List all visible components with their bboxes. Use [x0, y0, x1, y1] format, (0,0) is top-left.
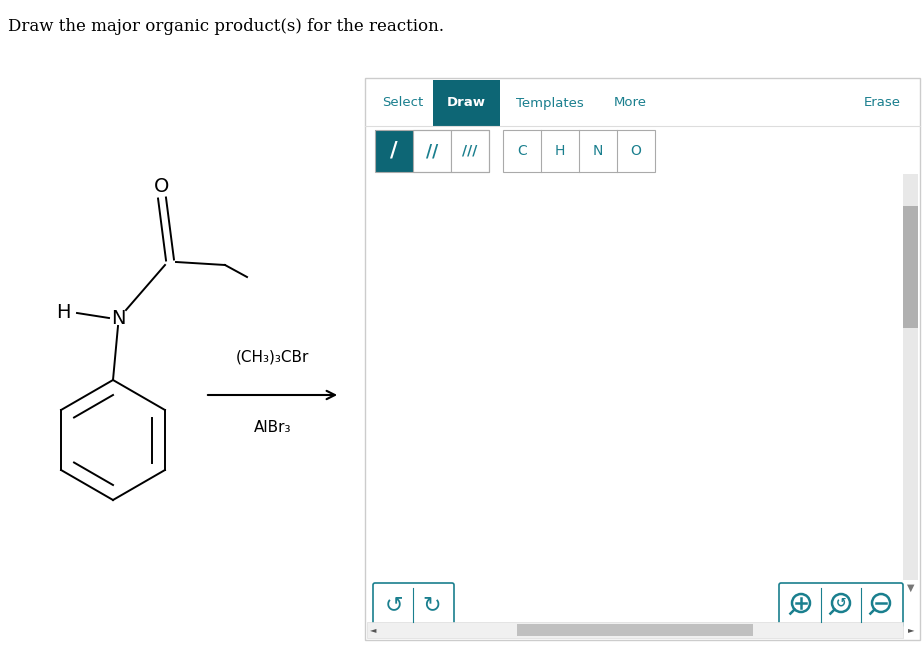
Text: /: /: [390, 141, 398, 161]
Text: H: H: [55, 304, 70, 323]
Text: H: H: [554, 144, 565, 158]
Text: O: O: [630, 144, 641, 158]
Text: ↻: ↻: [422, 595, 442, 615]
Text: N: N: [593, 144, 603, 158]
Bar: [365, 78, 920, 640]
Bar: [375, 130, 413, 172]
Text: More: More: [614, 97, 647, 110]
Text: Templates: Templates: [517, 97, 584, 110]
Text: Draw the major organic product(s) for the reaction.: Draw the major organic product(s) for th…: [8, 18, 444, 35]
Bar: [903, 174, 918, 580]
Text: Draw: Draw: [447, 97, 486, 110]
Text: Erase: Erase: [864, 97, 901, 110]
Text: ◄: ◄: [370, 626, 376, 635]
Text: C: C: [517, 144, 527, 158]
FancyBboxPatch shape: [373, 583, 454, 627]
Bar: [517, 624, 753, 636]
Text: ↺: ↺: [384, 595, 403, 615]
Text: O: O: [154, 177, 170, 195]
Bar: [413, 130, 451, 172]
Bar: [451, 130, 489, 172]
Text: ↺: ↺: [835, 596, 846, 609]
Text: ///: ///: [462, 144, 478, 158]
Text: AlBr₃: AlBr₃: [254, 420, 291, 435]
Text: (CH₃)₃CBr: (CH₃)₃CBr: [236, 350, 310, 365]
Text: //: //: [426, 142, 438, 160]
FancyBboxPatch shape: [779, 583, 903, 627]
Bar: [903, 206, 918, 328]
Bar: [433, 80, 500, 126]
Text: Select: Select: [383, 97, 423, 110]
Bar: [375, 130, 489, 172]
Bar: [503, 130, 655, 172]
Bar: [367, 622, 903, 638]
Text: N: N: [111, 308, 126, 328]
Text: ►: ►: [907, 626, 914, 635]
Text: ▼: ▼: [906, 583, 914, 593]
